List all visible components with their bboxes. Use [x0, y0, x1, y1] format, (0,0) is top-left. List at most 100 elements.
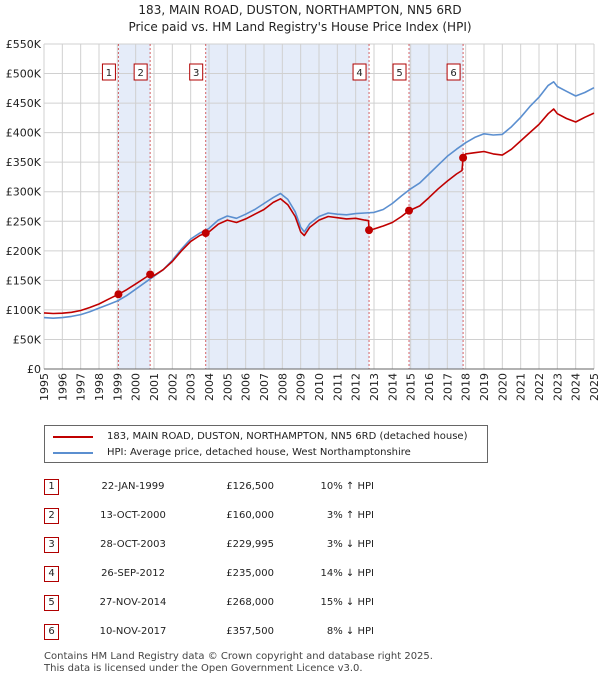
sale-number-cell: 5 — [44, 588, 78, 617]
x-tick-label: 2007 — [258, 373, 271, 401]
sale-number-cell: 2 — [44, 501, 78, 530]
title-line-1: 183, MAIN ROAD, DUSTON, NORTHAMPTON, NN5… — [138, 3, 462, 17]
x-tick-label: 2012 — [350, 373, 363, 401]
sales-table-row: 3 28-OCT-2003 £229,995 3% ↓ HPI — [44, 530, 374, 559]
y-tick-label: £400K — [6, 127, 42, 140]
sale-price: £268,000 — [226, 597, 274, 608]
legend-label-hpi: HPI: Average price, detached house, West… — [107, 447, 411, 458]
title-line-2: Price paid vs. HM Land Registry's House … — [128, 20, 472, 34]
x-tick-label: 2025 — [588, 373, 600, 401]
y-tick-label: £450K — [6, 97, 42, 110]
x-tick-label: 2021 — [515, 373, 528, 401]
property-line-swatch — [53, 435, 93, 438]
x-tick-label: 2003 — [185, 373, 198, 401]
sale-point-2 — [146, 270, 155, 279]
sale-number-cell: 1 — [44, 472, 78, 501]
chart-title: 183, MAIN ROAD, DUSTON, NORTHAMPTON, NN5… — [0, 2, 600, 36]
shaded-period-1 — [118, 44, 151, 369]
sale-hpi-diff: 3% ↑ HPI — [326, 510, 374, 521]
sale-number: 5 — [44, 594, 59, 611]
x-tick-label: 2002 — [166, 373, 179, 401]
sale-number: 4 — [44, 565, 59, 582]
sale-point-4 — [365, 226, 374, 235]
x-tick-label: 2001 — [148, 373, 161, 401]
legend-item-property: 183, MAIN ROAD, DUSTON, NORTHAMPTON, NN5… — [53, 431, 467, 442]
sale-marker-label-5: 5 — [396, 68, 402, 79]
legend: 183, MAIN ROAD, DUSTON, NORTHAMPTON, NN5… — [44, 425, 488, 463]
sales-table-row: 5 27-NOV-2014 £268,000 15% ↓ HPI — [44, 588, 374, 617]
x-tick-label: 1997 — [75, 373, 88, 401]
x-tick-label: 2013 — [368, 373, 381, 401]
sale-marker-box-1 — [101, 63, 116, 81]
x-tick-label: 1995 — [38, 373, 51, 401]
y-tick-label: £550K — [6, 38, 42, 51]
sale-number: 3 — [44, 536, 59, 553]
sale-marker-label-2: 2 — [137, 68, 143, 79]
sale-date: 10-NOV-2017 — [99, 626, 167, 637]
x-tick-label: 2011 — [331, 373, 344, 401]
x-tick-label: 2015 — [405, 373, 418, 401]
shaded-period-2 — [205, 44, 370, 369]
x-tick-label: 2017 — [441, 373, 454, 401]
sale-price: £229,995 — [226, 539, 274, 550]
sale-marker-box-2 — [133, 63, 148, 81]
legend-label-property: 183, MAIN ROAD, DUSTON, NORTHAMPTON, NN5… — [107, 431, 468, 442]
hpi-line — [43, 81, 595, 319]
x-tick-label: 2019 — [478, 373, 491, 401]
x-tick-label: 2004 — [203, 373, 216, 401]
x-tick-label: 2010 — [313, 373, 326, 401]
sale-number: 2 — [44, 507, 59, 524]
x-tick-label: 2005 — [221, 373, 234, 401]
sales-table-row: 4 26-SEP-2012 £235,000 14% ↓ HPI — [44, 559, 374, 588]
legend-item-hpi: HPI: Average price, detached house, West… — [53, 447, 411, 458]
footer-copyright: Contains HM Land Registry data © Crown c… — [44, 651, 433, 662]
sale-marker-box-6 — [446, 63, 461, 81]
sale-price: £235,000 — [226, 568, 274, 579]
x-tick-label: 2020 — [496, 373, 509, 401]
sale-number: 1 — [44, 478, 59, 495]
sale-marker-box-5 — [392, 63, 407, 81]
sale-marker-label-1: 1 — [106, 68, 112, 79]
y-tick-label: £350K — [6, 156, 42, 169]
sale-price: £160,000 — [226, 510, 274, 521]
x-tick-label: 2008 — [276, 373, 289, 401]
sale-hpi-diff: 3% ↓ HPI — [326, 539, 374, 550]
y-tick-label: £150K — [6, 274, 42, 287]
x-tick-label: 2006 — [240, 373, 253, 401]
x-tick-label: 2018 — [460, 373, 473, 401]
sale-date: 27-NOV-2014 — [99, 597, 167, 608]
sale-point-6 — [459, 153, 468, 162]
sale-point-3 — [201, 229, 210, 238]
sale-marker-label-6: 6 — [450, 68, 456, 79]
y-tick-label: £0 — [27, 363, 41, 376]
hpi-line-swatch — [53, 451, 93, 454]
sales-table-row: 1 22-JAN-1999 £126,500 10% ↑ HPI — [44, 472, 374, 501]
sale-point-5 — [405, 206, 414, 215]
footer: Contains HM Land Registry data © Crown c… — [44, 651, 433, 675]
sale-hpi-diff: 15% ↓ HPI — [320, 597, 374, 608]
x-tick-label: 2022 — [533, 373, 546, 401]
sale-price: £126,500 — [226, 481, 274, 492]
sale-number: 6 — [44, 623, 59, 640]
sale-number-cell: 3 — [44, 530, 78, 559]
sale-number-cell: 6 — [44, 617, 78, 646]
x-tick-label: 1999 — [111, 373, 124, 401]
sale-marker-box-3 — [189, 63, 204, 81]
y-tick-label: £300K — [6, 186, 42, 199]
x-tick-label: 2023 — [551, 373, 564, 401]
y-tick-label: £200K — [6, 245, 42, 258]
x-tick-label: 1996 — [56, 373, 69, 401]
sales-table: 1 22-JAN-1999 £126,500 10% ↑ HPI 2 13-OCT-200… — [44, 472, 374, 646]
sales-table-row: 2 13-OCT-2000 £160,000 3% ↑ HPI — [44, 501, 374, 530]
x-tick-label: 2014 — [386, 373, 399, 401]
x-tick-label: 2009 — [295, 373, 308, 401]
sale-hpi-diff: 14% ↓ HPI — [320, 568, 374, 579]
x-tick-label: 1998 — [93, 373, 106, 401]
sale-date: 13-OCT-2000 — [100, 510, 166, 521]
price-chart: 1 2 3 4 5 6 £0 £50K £100K £150K £200K £250K £300K £35… — [6, 38, 600, 401]
x-tick-label: 2016 — [423, 373, 436, 401]
sale-price: £357,500 — [226, 626, 274, 637]
sale-date: 28-OCT-2003 — [100, 539, 166, 550]
sale-date: 26-SEP-2012 — [101, 568, 165, 579]
sale-hpi-diff: 10% ↑ HPI — [320, 481, 374, 492]
